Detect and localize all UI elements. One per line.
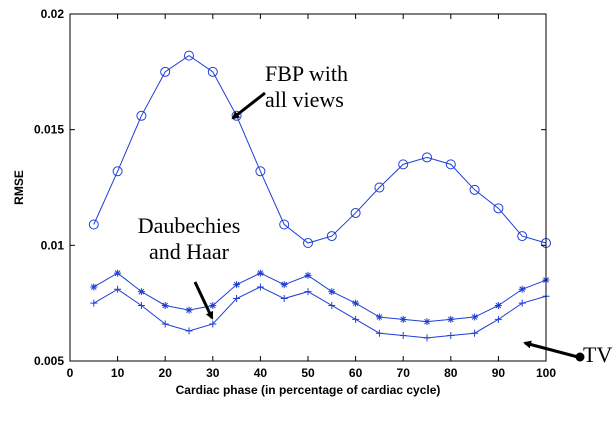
annotation-text: FBP with bbox=[265, 61, 348, 86]
data-point bbox=[162, 302, 169, 309]
data-point bbox=[305, 272, 312, 279]
annotation-arrow bbox=[233, 93, 265, 118]
data-point bbox=[281, 295, 288, 302]
data-point bbox=[328, 302, 335, 309]
data-point bbox=[138, 288, 145, 295]
data-point bbox=[352, 316, 359, 323]
x-tick-label: 30 bbox=[206, 366, 220, 380]
y-tick-label: 0.02 bbox=[41, 7, 65, 21]
data-point bbox=[233, 281, 240, 288]
x-tick-label: 50 bbox=[301, 366, 315, 380]
data-point bbox=[186, 327, 193, 334]
data-point bbox=[447, 316, 454, 323]
data-point bbox=[114, 286, 121, 293]
x-tick-label: 40 bbox=[254, 366, 268, 380]
data-point bbox=[281, 281, 288, 288]
y-tick-label: 0.01 bbox=[41, 238, 65, 252]
x-tick-label: 90 bbox=[492, 366, 506, 380]
data-point bbox=[495, 302, 502, 309]
annotation-arrow bbox=[195, 282, 212, 318]
x-tick-label: 10 bbox=[111, 366, 125, 380]
x-tick-label: 80 bbox=[444, 366, 458, 380]
x-tick-label: 70 bbox=[397, 366, 411, 380]
x-tick-label: 20 bbox=[159, 366, 173, 380]
data-point bbox=[352, 300, 359, 307]
data-point bbox=[186, 307, 193, 314]
x-tick-label: 0 bbox=[67, 366, 74, 380]
x-tick-label: 100 bbox=[536, 366, 556, 380]
y-tick-label: 0.015 bbox=[34, 123, 64, 137]
annotation-text: and Haar bbox=[149, 239, 230, 264]
data-point bbox=[90, 283, 97, 290]
data-point bbox=[257, 270, 264, 277]
data-point bbox=[400, 332, 407, 339]
data-point bbox=[209, 302, 216, 309]
y-axis-label: RMSE bbox=[12, 170, 26, 205]
series-line bbox=[94, 273, 546, 322]
annotation-arrow bbox=[525, 343, 578, 357]
x-tick-label: 60 bbox=[349, 366, 363, 380]
data-point bbox=[424, 334, 431, 341]
data-point bbox=[495, 316, 502, 323]
x-axis-label: Cardiac phase (in percentage of cardiac … bbox=[176, 383, 441, 397]
annotation-text: all views bbox=[265, 87, 344, 112]
data-point bbox=[519, 286, 526, 293]
data-point bbox=[376, 330, 383, 337]
data-point bbox=[447, 332, 454, 339]
series-line bbox=[94, 287, 546, 338]
annotation-text: Daubechies bbox=[138, 213, 241, 238]
y-tick-label: 0.005 bbox=[34, 354, 64, 368]
data-point bbox=[90, 300, 97, 307]
annotation-dot bbox=[576, 353, 585, 362]
data-point bbox=[257, 283, 264, 290]
data-point bbox=[471, 330, 478, 337]
data-point bbox=[114, 270, 121, 277]
data-point bbox=[400, 316, 407, 323]
data-point bbox=[471, 314, 478, 321]
annotation-text: TV bbox=[583, 342, 612, 367]
data-point bbox=[376, 314, 383, 321]
data-point bbox=[424, 318, 431, 325]
data-point bbox=[305, 288, 312, 295]
series-plus bbox=[90, 283, 549, 341]
data-point bbox=[328, 288, 335, 295]
series-star bbox=[90, 270, 549, 326]
annotation: TV bbox=[525, 342, 612, 367]
data-point bbox=[519, 300, 526, 307]
